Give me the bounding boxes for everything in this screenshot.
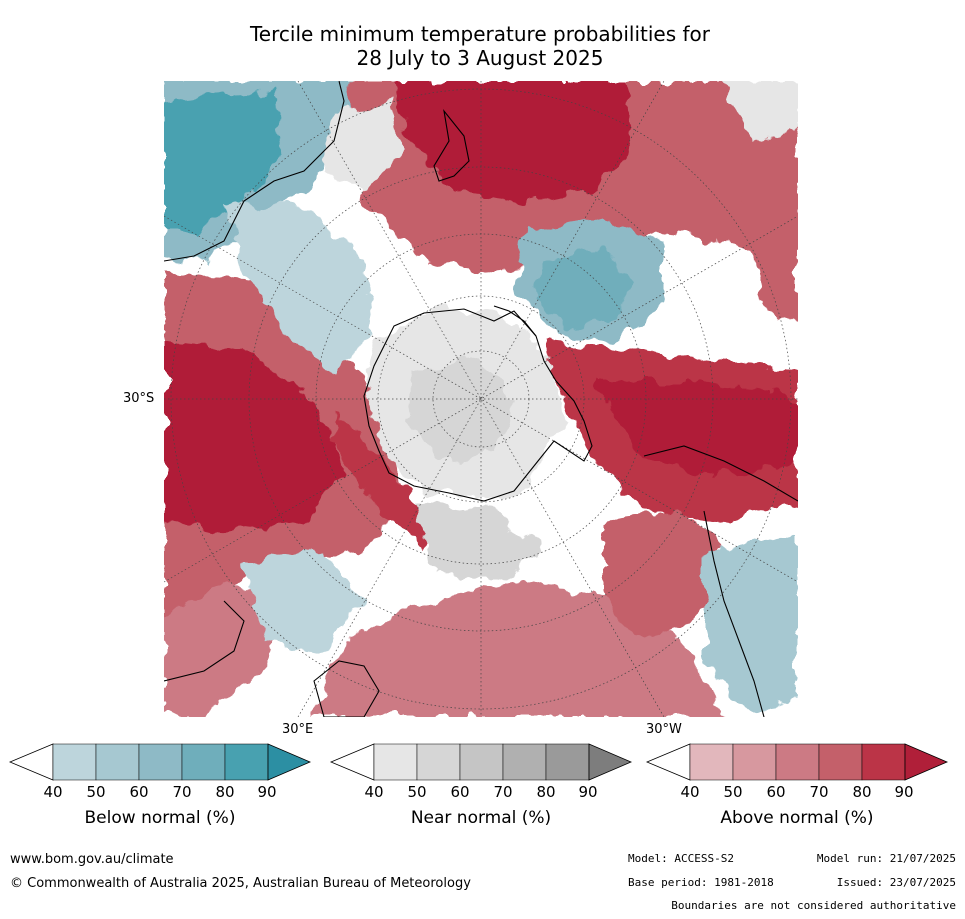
tick-label: 70 <box>493 783 513 801</box>
below-region-australia <box>244 551 364 651</box>
colorbar-segment <box>459 743 504 781</box>
above-region-southeast <box>604 511 724 641</box>
colorbar-extend-high <box>904 743 949 781</box>
colorbar-segment <box>775 743 820 781</box>
near-region-north <box>324 101 404 191</box>
above-region-northeast-edge <box>724 81 798 321</box>
colorbar-near-label: Near normal (%) <box>410 808 552 828</box>
colorbar-segment <box>416 743 461 781</box>
colorbar-below-label: Below normal (%) <box>84 808 236 828</box>
colorbar-segment <box>224 743 269 781</box>
colorbar-segment <box>818 743 863 781</box>
colorbar-segment <box>181 743 226 781</box>
copyright-text: © Commonwealth of Australia 2025, Austra… <box>10 876 471 891</box>
colorbar-extend-low <box>329 743 375 781</box>
colorbar-below-graphic <box>8 743 312 781</box>
latitude-label: 30°S <box>123 391 155 406</box>
colorbar-segment <box>95 743 140 781</box>
colorbar-segment <box>502 743 547 781</box>
above-region-east-core <box>594 381 798 476</box>
disclaimer-text: Boundaries are not considered authoritat… <box>671 899 956 912</box>
tick-label: 70 <box>809 783 829 801</box>
colorbar-extend-high <box>588 743 633 781</box>
tick-label: 40 <box>43 783 63 801</box>
colorbar-near <box>329 743 633 781</box>
above-region-southwest <box>164 581 284 717</box>
map-canvas <box>164 81 798 717</box>
longitude-label-west: 30°W <box>646 722 682 737</box>
colorbar-above <box>645 743 949 781</box>
colorbar-near-graphic <box>329 743 633 781</box>
new-zealand-coastline <box>433 109 470 182</box>
colorbar-extend-low <box>645 743 691 781</box>
tick-label: 40 <box>364 783 384 801</box>
website-link[interactable]: www.bom.gov.au/climate <box>10 852 174 867</box>
colorbar-segment <box>138 743 183 781</box>
tick-label: 90 <box>578 783 598 801</box>
longitude-label-east: 30°E <box>282 722 314 737</box>
colorbar-near-ticks: 40 50 60 70 80 90 <box>331 783 631 801</box>
above-region-west-core <box>164 341 344 531</box>
colorbar-segment <box>732 743 777 781</box>
colorbar-segment <box>545 743 590 781</box>
africa-coastline <box>164 600 245 682</box>
madagascar-coastline <box>313 660 380 717</box>
map-title: Tercile minimum temperature probabilitie… <box>160 22 800 70</box>
tick-label: 80 <box>215 783 235 801</box>
probability-map <box>164 81 798 717</box>
issued-text: Issued: 23/07/2025 <box>836 876 956 889</box>
above-region-north-core <box>394 81 634 201</box>
title-line-2: 28 July to 3 August 2025 <box>356 46 604 70</box>
colorbar-extend-low <box>8 743 54 781</box>
tick-label: 80 <box>852 783 872 801</box>
tick-label: 40 <box>680 783 700 801</box>
tick-label: 70 <box>172 783 192 801</box>
model-run-text: Model run: 21/07/2025 <box>816 852 956 865</box>
antarctic-peninsula-coastline <box>493 305 537 337</box>
below-region-southamerica <box>704 531 798 711</box>
below-region-indian <box>224 201 374 371</box>
colorbar-extend-high <box>267 743 312 781</box>
colorbar-above-label: Above normal (%) <box>720 808 874 828</box>
coastlines <box>164 81 798 717</box>
tick-label: 60 <box>129 783 149 801</box>
colorbar-segment <box>689 743 734 781</box>
tick-label: 50 <box>723 783 743 801</box>
tick-label: 60 <box>766 783 786 801</box>
colorbar-segment <box>52 743 97 781</box>
near-region-northeast <box>724 81 798 141</box>
colorbar-below <box>8 743 312 781</box>
near-region-antarctica-core <box>409 361 514 461</box>
tick-label: 90 <box>257 783 277 801</box>
tick-label: 50 <box>86 783 106 801</box>
colorbar-segment <box>373 743 418 781</box>
colorbar-above-ticks: 40 50 60 70 80 90 <box>647 783 947 801</box>
tick-label: 50 <box>407 783 427 801</box>
title-line-1: Tercile minimum temperature probabilitie… <box>249 22 711 46</box>
tick-label: 60 <box>450 783 470 801</box>
model-text: Model: ACCESS-S2 <box>628 852 734 865</box>
tick-label: 80 <box>536 783 556 801</box>
australia-coastline <box>164 81 345 262</box>
south-america-coastline <box>643 445 798 717</box>
colorbar-above-graphic <box>645 743 949 781</box>
below-region-mid-atlantic-core <box>534 251 634 326</box>
above-region-band <box>329 411 434 551</box>
probability-fields <box>164 81 798 717</box>
graticule <box>164 81 798 717</box>
tick-label: 90 <box>894 783 914 801</box>
base-period-text: Base period: 1981-2018 <box>628 876 774 889</box>
below-region-northwest-core <box>164 91 284 231</box>
colorbar-segment <box>861 743 906 781</box>
colorbar-below-ticks: 40 50 60 70 80 90 <box>10 783 310 801</box>
